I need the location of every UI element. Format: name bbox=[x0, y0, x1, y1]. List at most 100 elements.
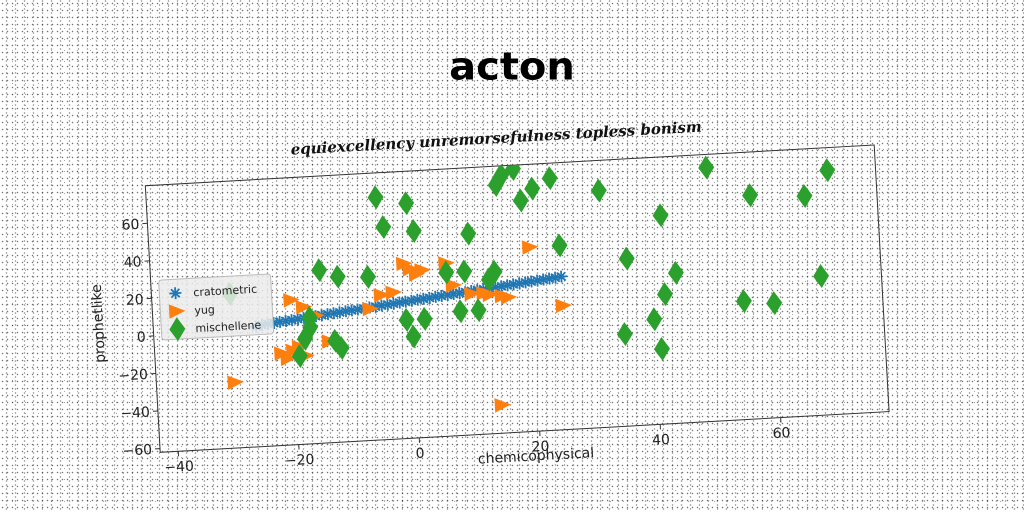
mischellene-point bbox=[796, 183, 813, 208]
series-clip-group bbox=[221, 144, 836, 413]
cratometric-point bbox=[381, 298, 394, 311]
yug-point bbox=[373, 288, 391, 303]
mischellene-point bbox=[398, 191, 415, 216]
cratometric-point bbox=[333, 306, 346, 319]
mischellene-point bbox=[667, 260, 684, 285]
mischellene-point bbox=[367, 185, 384, 210]
x-axis: −40 −20 0 20 40 60 bbox=[164, 417, 791, 476]
cratometric-point bbox=[507, 278, 520, 291]
cratometric-point bbox=[279, 314, 292, 328]
mischellene-point bbox=[657, 282, 673, 307]
mischellene-point bbox=[456, 259, 473, 284]
cratometric-point bbox=[405, 294, 418, 307]
mischellene-point bbox=[654, 336, 670, 361]
mischellene-point bbox=[735, 289, 752, 314]
series-yug bbox=[227, 240, 572, 413]
cratometric-point bbox=[531, 274, 544, 287]
yug-point bbox=[555, 298, 572, 314]
cratometric-point bbox=[453, 286, 466, 300]
mischellene-point bbox=[698, 155, 715, 180]
yug-point bbox=[482, 287, 499, 303]
yug-point bbox=[494, 398, 511, 413]
mischellene-point bbox=[646, 307, 663, 332]
legend-label: cratometric bbox=[193, 283, 257, 300]
mischellene-point bbox=[405, 324, 422, 349]
chart-title: equiexcellency unremorsefulness topless … bbox=[290, 118, 702, 159]
mischellene-point bbox=[616, 322, 633, 347]
mischellene-point bbox=[512, 188, 529, 213]
yug-point bbox=[414, 263, 431, 278]
y-axis: −60 −40 −20 0 20 40 60 bbox=[118, 217, 161, 460]
x-tick-label: −40 bbox=[164, 458, 194, 476]
x-axis-label: chemicophysical bbox=[477, 445, 594, 467]
cratometric-point bbox=[393, 296, 406, 309]
mischellene-point bbox=[296, 326, 313, 351]
yug-point bbox=[445, 278, 462, 293]
yug-point bbox=[464, 286, 481, 302]
cratometric-point bbox=[369, 300, 382, 313]
mischellene-point bbox=[460, 221, 477, 246]
mischellene-point bbox=[493, 163, 510, 188]
cratometric-point bbox=[321, 308, 334, 321]
mischellene-point bbox=[480, 267, 497, 292]
cratometric-point bbox=[375, 299, 388, 312]
cratometric-point bbox=[525, 275, 538, 288]
y-tick-label: 20 bbox=[125, 292, 144, 309]
cratometric-point bbox=[489, 281, 502, 294]
y-tick-label: −20 bbox=[118, 367, 148, 385]
mischellene-point bbox=[766, 291, 783, 316]
cratometric-point bbox=[417, 292, 430, 305]
y-axis-label: prophetlike bbox=[89, 284, 109, 364]
legend-marker-yug bbox=[168, 304, 186, 319]
mischellene-point bbox=[524, 176, 541, 201]
mischellene-point bbox=[618, 246, 635, 271]
cratometric-point bbox=[345, 304, 358, 317]
mischellene-point bbox=[375, 215, 392, 240]
series-layer bbox=[221, 144, 836, 413]
mischellene-point bbox=[452, 299, 469, 324]
mischellene-point bbox=[311, 258, 328, 283]
y-tick-label: 60 bbox=[121, 217, 140, 234]
page-title: acton bbox=[449, 45, 575, 89]
cratometric-point bbox=[267, 316, 280, 330]
mischellene-point bbox=[487, 173, 504, 197]
x-tick-label: −20 bbox=[284, 452, 314, 470]
mischellene-point bbox=[742, 183, 759, 208]
cratometric-point bbox=[273, 315, 286, 328]
legend-marker-cratometric bbox=[169, 287, 182, 300]
x-tick-label: 60 bbox=[772, 425, 791, 442]
cratometric-point bbox=[519, 276, 532, 289]
mischellene-point bbox=[486, 259, 503, 284]
mischellene-point bbox=[551, 233, 568, 258]
mischellene-point bbox=[302, 315, 319, 340]
cratometric-point bbox=[399, 295, 412, 308]
mischellene-point bbox=[329, 264, 346, 289]
yug-point bbox=[362, 302, 379, 317]
cratometric-point bbox=[549, 271, 562, 284]
cratometric-point bbox=[513, 277, 526, 290]
mischellene-point bbox=[398, 307, 415, 332]
mischellene-point bbox=[333, 336, 350, 361]
yug-point bbox=[500, 290, 518, 305]
mischellene-point bbox=[590, 178, 607, 203]
cratometric-point bbox=[537, 273, 550, 286]
y-tick-label: 0 bbox=[136, 329, 146, 345]
mischellene-point bbox=[813, 264, 830, 289]
cratometric-point bbox=[447, 287, 460, 300]
mischellene-point bbox=[470, 298, 487, 323]
cratometric-point bbox=[285, 314, 298, 327]
yug-point bbox=[283, 293, 300, 308]
mischellene-point bbox=[359, 264, 376, 289]
y-tick-label: −60 bbox=[122, 442, 152, 460]
cratometric-point bbox=[429, 290, 442, 303]
cratometric-point bbox=[387, 297, 400, 310]
cratometric-point bbox=[543, 272, 556, 285]
cratometric-point bbox=[291, 312, 304, 326]
yug-point bbox=[280, 351, 297, 367]
x-tick-label: 20 bbox=[531, 439, 550, 456]
yug-point bbox=[521, 240, 539, 255]
legend-box bbox=[158, 273, 275, 341]
cratometric-point bbox=[411, 293, 424, 306]
